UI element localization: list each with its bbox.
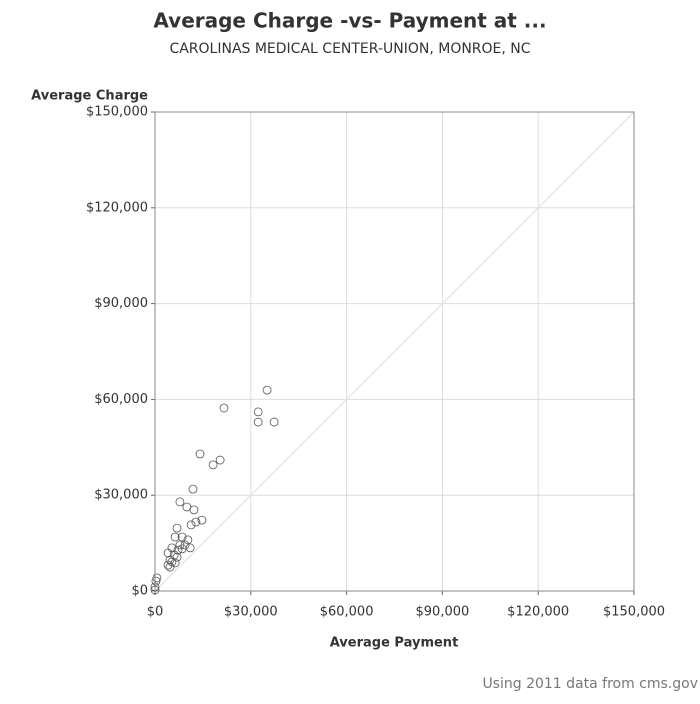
point bbox=[197, 515, 207, 525]
x-tick-label: $30,000 bbox=[224, 605, 278, 620]
x-axis-label: Average Payment bbox=[330, 636, 459, 651]
point bbox=[175, 497, 185, 507]
point bbox=[191, 517, 201, 527]
y-tick-label: $0 bbox=[131, 584, 148, 599]
y-tick-label: $120,000 bbox=[86, 200, 148, 215]
x-tick-label: $60,000 bbox=[320, 605, 374, 620]
y-tick-label: $150,000 bbox=[86, 105, 148, 120]
x-tick-label: $120,000 bbox=[507, 605, 569, 620]
point bbox=[177, 532, 187, 542]
chart-subtitle: CAROLINAS MEDICAL CENTER-UNION, MONROE, … bbox=[169, 41, 530, 57]
point bbox=[172, 523, 182, 533]
point bbox=[150, 582, 160, 592]
point bbox=[175, 540, 185, 550]
point bbox=[195, 449, 205, 459]
point bbox=[253, 407, 263, 417]
point bbox=[253, 417, 263, 427]
point bbox=[208, 460, 218, 470]
point bbox=[219, 403, 229, 413]
point bbox=[189, 505, 199, 515]
point bbox=[151, 576, 161, 586]
x-tick-label: $0 bbox=[147, 605, 164, 620]
point bbox=[269, 417, 279, 427]
point bbox=[183, 535, 193, 545]
chart-title: Average Charge -vs- Payment at ... bbox=[153, 9, 546, 33]
point bbox=[186, 520, 196, 530]
reference-line bbox=[154, 111, 635, 592]
y-axis-label: Average Charge bbox=[31, 89, 148, 104]
point bbox=[188, 484, 198, 494]
plot-frame bbox=[154, 111, 635, 592]
point bbox=[150, 585, 160, 595]
point bbox=[262, 385, 272, 395]
x-tick-label: $150,000 bbox=[603, 605, 665, 620]
point bbox=[165, 555, 175, 565]
point bbox=[185, 543, 195, 553]
point bbox=[165, 562, 175, 572]
x-tick-label: $90,000 bbox=[416, 605, 470, 620]
y-tick-label: $60,000 bbox=[94, 392, 148, 407]
point bbox=[215, 455, 225, 465]
y-tick-label: $30,000 bbox=[94, 488, 148, 503]
point bbox=[163, 560, 173, 570]
y-tick-label: $90,000 bbox=[94, 296, 148, 311]
footnote: Using 2011 data from cms.gov bbox=[482, 676, 698, 692]
point bbox=[152, 573, 162, 583]
point bbox=[163, 548, 173, 558]
point bbox=[170, 532, 180, 542]
